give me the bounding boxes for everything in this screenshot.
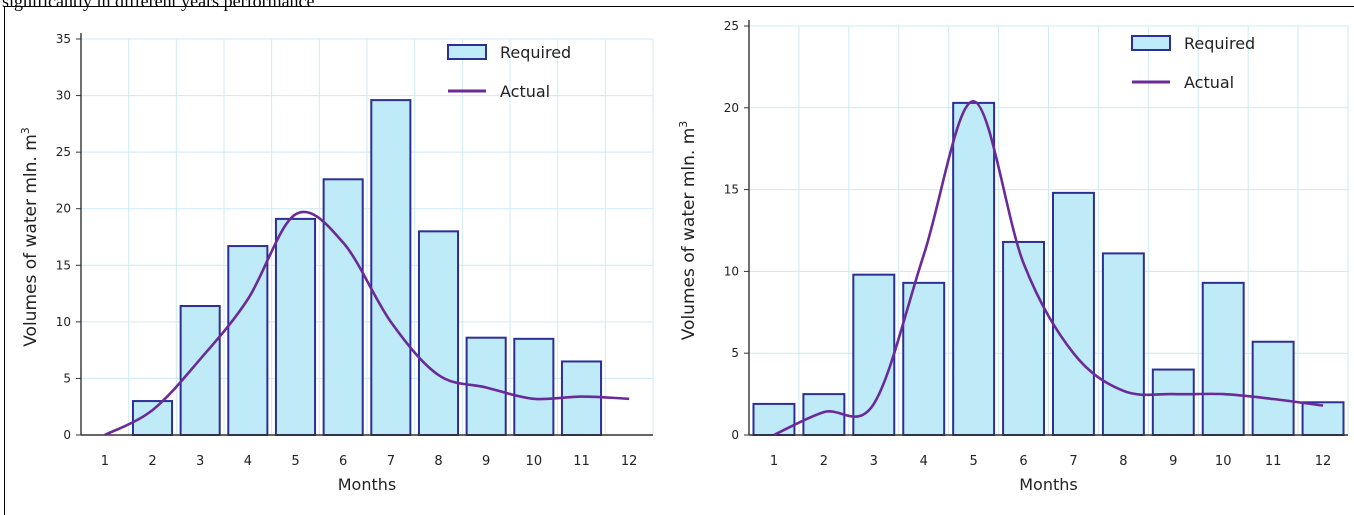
bar-required-12 (1301, 401, 1345, 436)
y-axis-label: Volumes of water mln. m3 (19, 127, 41, 347)
y-tick-label: 5 (731, 346, 739, 360)
figure-frame (4, 6, 1354, 515)
bar-required-3 (852, 273, 896, 436)
legend-actual-label: Actual (1184, 73, 1234, 92)
series-line-actual (773, 99, 1324, 437)
y-tick-label: 25 (56, 145, 71, 159)
x-tick-label: 4 (244, 454, 252, 469)
x-tick-label: 8 (1119, 454, 1127, 469)
x-tick-label: 2 (148, 454, 156, 469)
bar-required-1 (752, 402, 796, 436)
x-axis-label: Months (338, 475, 396, 494)
bar-required-3 (179, 305, 221, 437)
y-tick-label: 35 (56, 32, 71, 46)
x-tick-label: 12 (1315, 454, 1332, 469)
x-tick-label: 5 (291, 454, 299, 469)
x-tick-label: 6 (1019, 454, 1027, 469)
series-line-actual (104, 210, 630, 437)
bar-required-2 (802, 393, 846, 437)
legend-actual-label: Actual (500, 82, 550, 101)
bar-required-8 (417, 230, 460, 436)
bar-required-9 (1151, 368, 1195, 436)
grid-lines (80, 38, 654, 436)
x-tick-label: 10 (1215, 454, 1232, 469)
y-tick-label: 10 (56, 315, 71, 329)
y-tick-label: 15 (724, 183, 739, 197)
x-tick-label: 11 (573, 454, 590, 469)
x-tick-label: 7 (1069, 454, 1077, 469)
x-tick-label: 6 (339, 454, 347, 469)
x-tick-label: 1 (770, 454, 778, 469)
x-tick-label: 5 (969, 454, 977, 469)
x-tick-label: 12 (621, 454, 638, 469)
bar-required-10 (1201, 281, 1245, 436)
x-tick-label: 3 (196, 454, 204, 469)
legend-required-label: Required (1184, 34, 1255, 53)
legend-required-swatch (447, 44, 487, 60)
y-tick-label: 20 (56, 202, 71, 216)
x-tick-label: 10 (526, 454, 543, 469)
bar-required-6 (322, 178, 364, 436)
bar-required-6 (1002, 240, 1046, 436)
y-tick-label: 5 (63, 371, 71, 385)
y-tick-label: 0 (731, 428, 739, 442)
x-tick-label: 1 (101, 454, 109, 469)
x-tick-label: 4 (920, 454, 928, 469)
bar-required-5 (274, 217, 317, 436)
x-tick-label: 7 (387, 454, 395, 469)
bar-required-10 (513, 337, 555, 437)
x-tick-label: 8 (434, 454, 442, 469)
bar-required-7 (370, 99, 412, 437)
y-tick-label: 15 (56, 258, 71, 272)
x-tick-label: 9 (482, 454, 490, 469)
bar-required-5 (952, 101, 996, 436)
y-tick-label: 0 (63, 428, 71, 442)
bar-required-11 (1251, 340, 1295, 436)
legend-required-swatch (1131, 35, 1171, 51)
bar-required-7 (1051, 191, 1095, 436)
x-tick-label: 11 (1265, 454, 1282, 469)
y-tick-label: 25 (724, 19, 739, 33)
y-axis-label: Volumes of water mln. m3 (677, 121, 699, 341)
x-tick-label: 2 (820, 454, 828, 469)
x-tick-label: 3 (870, 454, 878, 469)
x-axis-label: Months (1019, 475, 1077, 494)
y-tick-label: 30 (56, 89, 71, 103)
bar-required-8 (1101, 252, 1145, 436)
x-tick-label: 9 (1169, 454, 1177, 469)
legend-required-label: Required (500, 43, 571, 62)
y-tick-label: 10 (724, 264, 739, 278)
y-tick-label: 20 (724, 101, 739, 115)
caption-text: significantly in different years perform… (2, 0, 315, 11)
